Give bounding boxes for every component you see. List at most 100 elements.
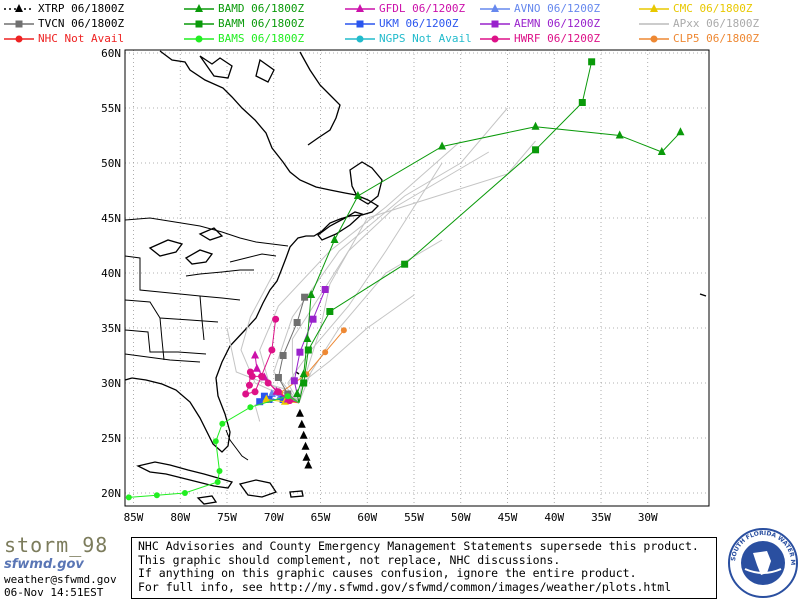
track-point-bams <box>214 479 221 485</box>
coast-bahamas <box>225 429 249 461</box>
track-point-avno <box>267 389 276 397</box>
axis-tick-labels: 85W 80W 75W 70W 65W 60W 55W 50W 45W 40W 35W 30W 60N 5… <box>101 47 658 524</box>
coastlines <box>124 50 707 505</box>
legend-label: CMC 06/1800Z <box>673 2 753 15</box>
track-point-xtrp <box>304 460 313 469</box>
track-point-bamm <box>578 99 586 106</box>
track-point-clp5 <box>322 349 329 356</box>
legend: XTRP 06/1800Z BAMD 06/1800Z GFDL 06/1200Z A… <box>0 0 800 46</box>
track-point-bamd <box>531 121 540 130</box>
track-point-bamd <box>299 369 308 378</box>
storm-name: storm_98 <box>4 533 109 557</box>
track-point-bamm <box>588 58 596 66</box>
disclaimer-line: For full info, see http://my.sfwmd.gov/s… <box>138 580 672 594</box>
track-point-tvcn <box>293 319 301 326</box>
track-point-bams <box>284 393 291 400</box>
lon-tick-label: 40W <box>544 511 564 524</box>
legend-swatch-icon <box>639 4 669 12</box>
disclaimer-line: If anything on this graphic causes confu… <box>138 567 637 580</box>
timestamp: 06-Nov 14:51EST <box>4 586 104 599</box>
track-point-bams <box>212 438 219 445</box>
track-point-bamm <box>532 146 540 154</box>
track-point-bamd <box>353 191 362 199</box>
agency-logo: sfwmd.gov <box>4 557 84 572</box>
track-point-tvcn <box>274 374 282 381</box>
track-point-aemn <box>309 315 317 323</box>
coast-islands-2 <box>255 58 275 83</box>
track-point-hwrf <box>245 381 253 389</box>
track-point-gfdl <box>252 363 261 372</box>
lat-tick-label: 40N <box>101 267 121 280</box>
legend-swatch-icon <box>480 35 510 43</box>
coast-great-lakes <box>148 227 224 265</box>
legend-swatch-icon <box>639 35 669 43</box>
legend-label: GFDL 06/1200Z <box>379 2 466 15</box>
lat-lon-grid <box>125 50 709 506</box>
track-point-bamd <box>438 141 447 150</box>
track-point-xtrp <box>295 408 304 417</box>
track-apxx <box>291 151 490 403</box>
lat-tick-label: 55N <box>101 102 121 115</box>
track-point-bamm <box>326 308 334 315</box>
coast-puerto-rico <box>289 490 304 498</box>
lon-tick-label: 70W <box>264 511 284 524</box>
lon-tick-label: 45W <box>498 511 518 524</box>
track-point-bamd <box>657 147 666 155</box>
lat-tick-label: 50N <box>101 157 121 170</box>
lat-tick-label: 45N <box>101 212 121 225</box>
lat-tick-label: 20N <box>101 487 121 500</box>
track-point-bamd <box>676 127 685 136</box>
lon-tick-label: 35W <box>591 511 611 524</box>
track-point-gfdl <box>251 350 260 359</box>
track-point-bams <box>181 490 188 496</box>
track-point-ukm <box>260 392 268 400</box>
model-tracks <box>125 58 685 501</box>
coast-labrador <box>299 51 341 146</box>
legend-label: HWRF 06/1200Z <box>514 32 601 45</box>
track-point-hwrf <box>246 368 254 376</box>
legend-swatch-icon <box>4 35 34 43</box>
lon-tick-label: 85W <box>124 511 144 524</box>
track-point-aemn <box>321 286 329 293</box>
coast-islands <box>199 55 233 79</box>
legend-swatch-icon <box>184 4 214 12</box>
track-point-bamd <box>307 290 316 298</box>
map-frame <box>124 49 710 507</box>
legend-swatch-icon <box>480 4 510 12</box>
track-point-hwrf <box>274 388 282 396</box>
legend-swatch-icon <box>4 4 34 12</box>
track-bamd <box>296 126 681 403</box>
legend-label: CLP5 06/1800Z <box>673 32 760 45</box>
lon-tick-label: 50W <box>451 511 471 524</box>
track-point-cmc <box>262 394 271 403</box>
lon-tick-label: 30W <box>638 511 658 524</box>
legend-label: BAMM 06/1800Z <box>218 17 305 30</box>
track-apxx <box>298 294 415 403</box>
lon-tick-label: 65W <box>311 511 331 524</box>
lat-tick-label: 35N <box>101 322 121 335</box>
disclaimer-line: This graphic should complement, not repl… <box>138 553 561 567</box>
track-point-xtrp <box>301 441 310 450</box>
track-point-bams <box>219 420 226 427</box>
track-point-aemn <box>296 348 304 356</box>
legend-label: AEMN 06/1200Z <box>514 17 601 30</box>
track-point-bams <box>125 494 132 501</box>
legend-label: APxx 06/1800Z <box>673 17 760 30</box>
track-point-hwrf <box>264 379 272 387</box>
track-bamm <box>298 61 593 403</box>
legend-label: TVCN 06/1800Z <box>38 17 125 30</box>
track-point-bamd <box>330 235 339 243</box>
disclaimer-box: NHC Advisories and County Emergency Mana… <box>131 537 717 599</box>
track-point-tvcn <box>301 293 309 301</box>
legend-label: BAMD 06/1800Z <box>218 2 305 15</box>
track-point-bamd <box>615 130 624 139</box>
track-point-bamd <box>293 389 302 397</box>
track-apxx <box>240 272 300 404</box>
track-point-bams <box>247 404 254 411</box>
track-point-clp5 <box>340 327 347 334</box>
track-point-bamm <box>300 379 308 387</box>
political-borders <box>124 217 289 363</box>
track-apxx <box>287 162 443 404</box>
legend-label: NHC Not Avail <box>38 32 125 45</box>
